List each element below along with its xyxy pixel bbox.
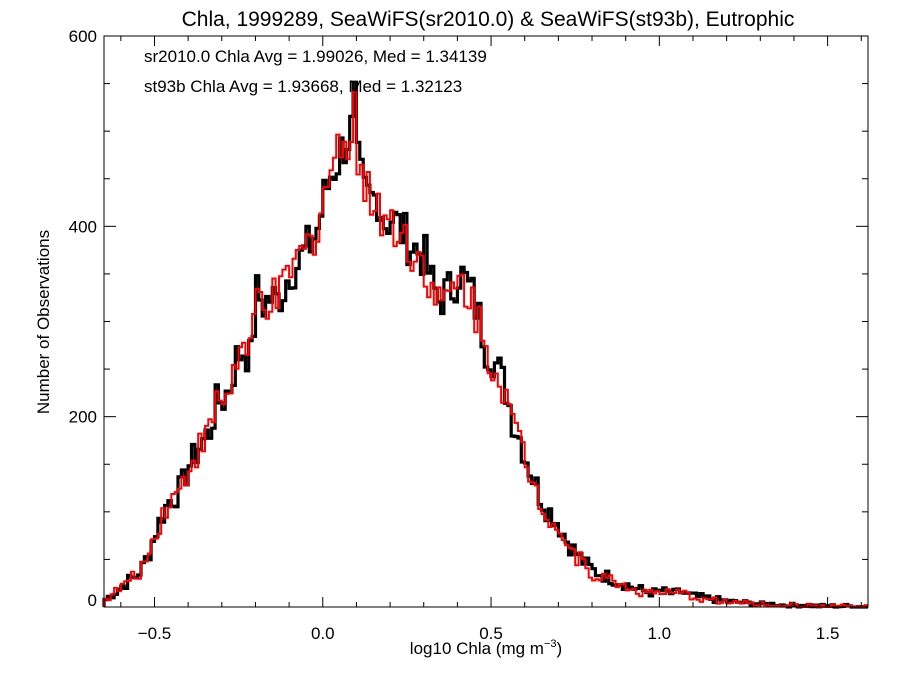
x-axis-label: log10 Chla (mg m−3) (410, 638, 562, 658)
chart-title: Chla, 1999289, SeaWiFS(sr2010.0) & SeaWi… (182, 8, 795, 31)
x-tick-label: 1.0 (648, 624, 672, 643)
x-tick-label: 0.0 (311, 624, 335, 643)
y-tick-label: 0 (88, 591, 97, 610)
series-layer (102, 80, 868, 609)
series-sr2010.0-line (102, 80, 868, 609)
y-tick-label: 600 (69, 27, 97, 46)
x-axis-label-exponent: −3 (544, 638, 557, 650)
y-axis-label: Number of Observations (34, 230, 53, 414)
x-tick-label: 0.5 (479, 624, 503, 643)
series-st93b-line (103, 90, 868, 608)
y-tick-label: 200 (69, 408, 97, 427)
x-axis-label-close: ) (557, 639, 563, 658)
plot-frame (103, 35, 869, 608)
annotation-sr2010: sr2010.0 Chla Avg = 1.99026, Med = 1.341… (144, 47, 487, 66)
x-tick-label: −0.5 (138, 624, 172, 643)
x-tick-label: 1.5 (816, 624, 840, 643)
x-axis-label-main: log10 Chla (mg m (410, 639, 544, 658)
y-tick-label: 400 (69, 217, 97, 236)
annotation-st93b: st93b Chla Avg = 1.93668, Med = 1.32123 (144, 77, 462, 96)
tick-labels: −0.5 0.0 0.5 1.0 1.5 0 200 400 600 (69, 27, 840, 643)
ticks-layer (104, 35, 868, 608)
